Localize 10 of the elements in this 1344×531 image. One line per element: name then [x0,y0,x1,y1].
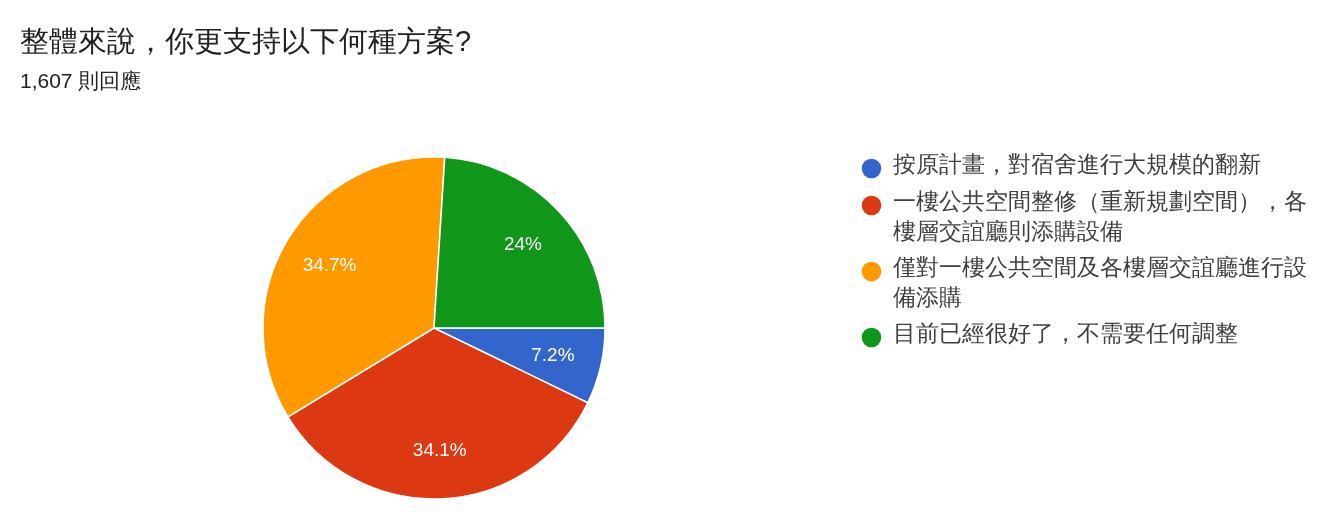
data-label: 7.2% [531,344,575,366]
legend-label: 僅對一樓公共空間及各樓層交誼廳進行設備添購 [892,254,1307,311]
chart-title: 整體來說，你更支持以下何種方案? [20,25,472,57]
data-label: 34.7% [302,253,357,275]
legend-label: 按原計畫，對宿舍進行大規模的翻新 [893,151,1261,178]
data-label: 34.1% [412,438,467,460]
legend-label: 一樓公共空間整修（重新規劃空間），各樓層交誼廳則添購設備 [893,188,1307,245]
legend-label: 目前已經很好了，不需要任何調整 [893,320,1238,347]
text: 1,607 則回應 [20,69,142,92]
data-label: 24% [503,233,543,255]
